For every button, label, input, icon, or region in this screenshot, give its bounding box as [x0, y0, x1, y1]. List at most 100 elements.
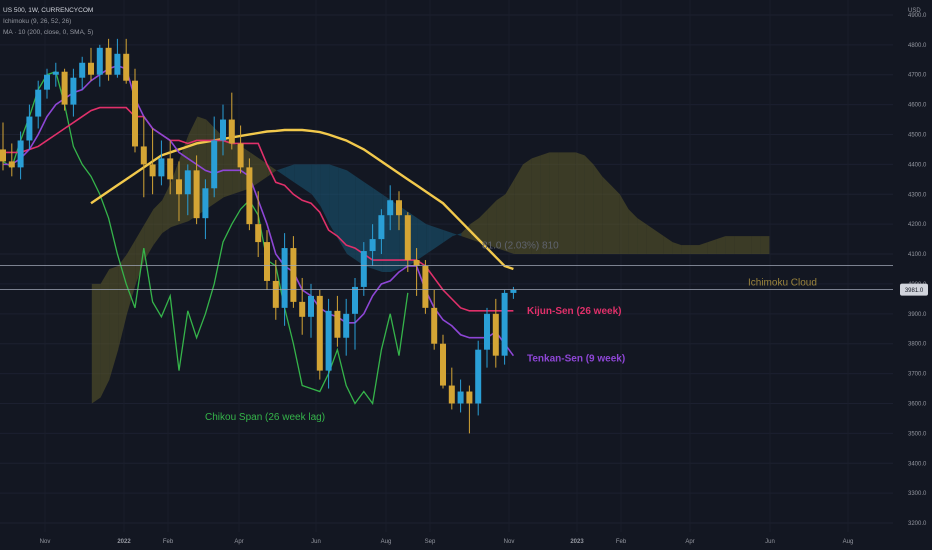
candle-body[interactable]	[352, 286, 358, 314]
candle-body[interactable]	[378, 215, 385, 240]
candle-body[interactable]	[369, 239, 376, 252]
ichimoku-cloud-segment	[285, 164, 295, 183]
candle-body[interactable]	[484, 313, 490, 350]
axis-currency: USD	[908, 8, 921, 14]
ichimoku-cloud-segment	[144, 209, 154, 261]
candle-body[interactable]	[96, 47, 103, 75]
candle-body[interactable]	[26, 116, 33, 141]
y-tick-label: 3200.0	[908, 521, 927, 527]
ichimoku-cloud-segment	[531, 155, 541, 255]
candle-body[interactable]	[176, 179, 182, 195]
ichimoku-cloud-segment	[523, 158, 532, 255]
x-tick-label: Sep	[425, 539, 436, 545]
candle-body[interactable]	[422, 266, 429, 308]
ichimoku-cloud-segment	[100, 268, 110, 398]
candle-body[interactable]	[220, 119, 226, 141]
candle-body[interactable]	[70, 77, 77, 105]
candle-body[interactable]	[290, 248, 297, 302]
ichimoku-cloud-segment	[690, 245, 699, 255]
candle-body[interactable]	[316, 295, 323, 371]
ichimoku-cloud-segment	[135, 224, 145, 284]
candle-body[interactable]	[44, 74, 50, 90]
candle-body[interactable]	[264, 242, 270, 281]
ichimoku-cloud-segment	[602, 176, 611, 255]
x-tick-label: Feb	[616, 539, 627, 545]
candle-body[interactable]	[140, 146, 147, 165]
candle-body[interactable]	[387, 200, 394, 216]
candle-body[interactable]	[466, 391, 473, 404]
candle-body[interactable]	[440, 343, 446, 386]
ichimoku-cloud-segment	[716, 236, 726, 255]
candle-body[interactable]	[17, 140, 24, 168]
ichimoku-cloud-segment	[549, 152, 559, 255]
candle-body[interactable]	[8, 161, 15, 168]
candle-body[interactable]	[272, 280, 279, 308]
candle-body[interactable]	[360, 251, 367, 287]
candle-body[interactable]	[149, 164, 156, 177]
candle-body[interactable]	[308, 295, 314, 317]
candle-body[interactable]	[413, 260, 420, 266]
ichimoku-cloud-segment	[558, 152, 567, 255]
x-tick-label: Nov	[40, 539, 51, 545]
chart-legend: US 500, 1W, CURRENCYCOM Ichimoku (9, 26,…	[3, 5, 93, 38]
x-tick-label: Apr	[234, 539, 243, 545]
candle-body[interactable]	[325, 310, 332, 371]
candle-body[interactable]	[228, 119, 235, 144]
candle-body[interactable]	[79, 62, 86, 78]
candle-body[interactable]	[281, 248, 288, 308]
candle-body[interactable]	[158, 158, 165, 177]
candle-body[interactable]	[167, 158, 174, 180]
ichimoku-cloud-segment	[443, 230, 453, 243]
candle-body[interactable]	[193, 170, 200, 219]
candle-body[interactable]	[431, 307, 438, 344]
x-tick-label: Aug	[381, 539, 392, 545]
current-price-label: 3981.0	[905, 288, 924, 294]
candle-body[interactable]	[88, 62, 94, 75]
x-tick-label: Aug	[843, 539, 854, 545]
candle-body[interactable]	[61, 71, 68, 105]
y-tick-label: 4400.0	[908, 162, 927, 168]
ichimoku-cloud-segment	[628, 209, 638, 255]
candle-body[interactable]	[457, 391, 464, 404]
candle-body[interactable]	[448, 385, 455, 404]
ichimoku-cloud-segment	[347, 170, 356, 261]
y-tick-label: 3800.0	[908, 342, 927, 348]
candle-body[interactable]	[343, 313, 350, 338]
ichimoku-cloud-segment	[743, 236, 752, 255]
candle-body[interactable]	[255, 224, 262, 243]
candle-body[interactable]	[501, 292, 508, 356]
current-price-badge	[900, 283, 928, 296]
candle-body[interactable]	[492, 313, 499, 356]
candle-body[interactable]	[123, 53, 130, 81]
candle-body[interactable]	[396, 200, 402, 216]
legend-ma: MA · 10 (200, close, 0, SMA, 5)	[3, 29, 94, 36]
candle-body[interactable]	[105, 47, 112, 75]
candle-body[interactable]	[202, 188, 209, 219]
candle-body[interactable]	[184, 170, 191, 195]
candle-body[interactable]	[114, 53, 121, 75]
candle-body[interactable]	[475, 349, 482, 404]
candle-body[interactable]	[35, 89, 42, 117]
candle-body[interactable]	[52, 71, 59, 75]
candle-body[interactable]	[299, 301, 306, 317]
y-tick-label: 4900.0	[908, 13, 927, 19]
ichimoku-cloud-segment	[479, 209, 488, 246]
ichimoku-cloud-segment	[707, 239, 717, 255]
candle-body[interactable]	[237, 143, 244, 168]
ichimoku-cloud-segment	[637, 218, 647, 255]
candle-body[interactable]	[404, 215, 411, 261]
legend-symbol: US 500, 1W, CURRENCYCOM	[3, 7, 94, 14]
ichimoku-cloud-segment	[311, 164, 321, 207]
candle-body[interactable]	[334, 310, 341, 338]
candle-body[interactable]	[211, 140, 218, 189]
ichimoku-cloud-segment	[259, 158, 268, 183]
candle-body[interactable]	[246, 167, 253, 225]
candle-body[interactable]	[0, 149, 6, 162]
candle-body[interactable]	[510, 289, 517, 293]
y-tick-label: 4100.0	[908, 252, 927, 258]
candle-body[interactable]	[132, 80, 138, 147]
ichimoku-cloud-segment	[153, 200, 163, 246]
y-tick-label: 3700.0	[908, 372, 927, 378]
